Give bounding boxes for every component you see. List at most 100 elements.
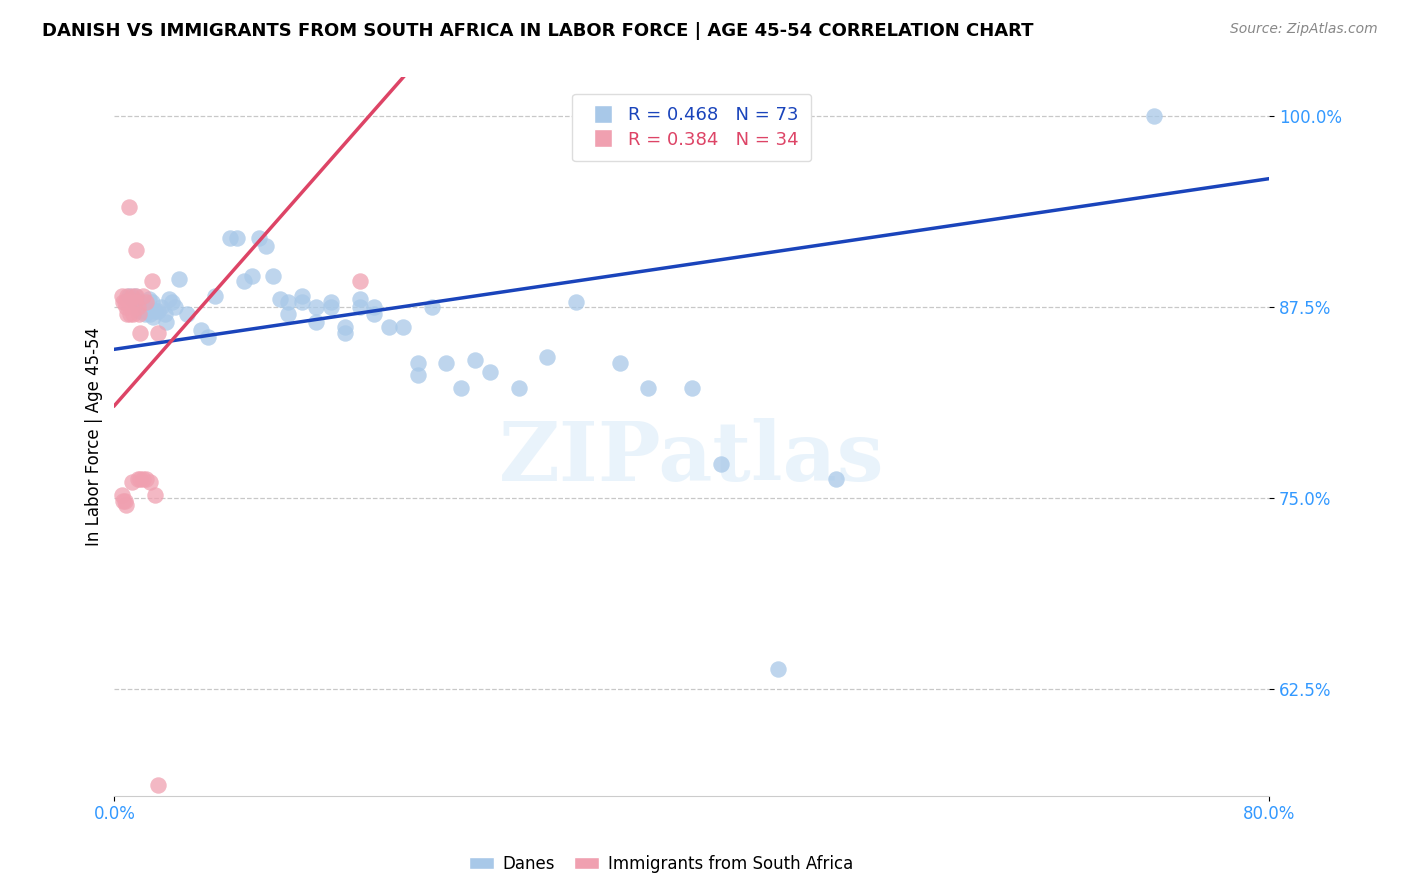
Point [118,200,141,214]
Legend: R = 0.468   N = 73, R = 0.384   N = 34: R = 0.468 N = 73, R = 0.384 N = 34 [572,94,811,161]
Point [305,315,328,329]
Point [291,295,314,310]
Point [128,304,150,318]
Point [132,300,155,314]
Point [434,356,457,370]
Point [127,300,149,314]
Point [115,499,138,513]
Point [233,274,256,288]
Point [349,292,371,306]
Text: Source: ZipAtlas.com: Source: ZipAtlas.com [1230,22,1378,37]
Point [136,304,159,318]
Point [146,778,169,792]
Point [637,381,659,395]
Point [114,493,136,508]
Point [129,472,152,486]
Point [124,295,146,310]
Point [478,365,501,379]
Point [117,307,139,321]
Point [139,475,162,490]
Point [117,289,139,303]
Point [121,289,143,303]
Point [197,330,219,344]
Y-axis label: In Labor Force | Age 45-54: In Labor Force | Age 45-54 [86,327,103,546]
Legend: Danes, Immigrants from South Africa: Danes, Immigrants from South Africa [463,848,859,880]
Point [406,356,429,370]
Point [139,307,162,321]
Point [218,231,240,245]
Point [768,662,790,676]
Point [710,457,733,471]
Point [111,488,134,502]
Point [127,472,149,486]
Point [681,381,703,395]
Point [319,295,342,310]
Point [129,326,152,340]
Point [406,368,429,383]
Point [392,319,415,334]
Point [335,326,357,340]
Point [226,231,249,245]
Point [134,307,156,321]
Point [132,304,155,318]
Point [146,326,169,340]
Point [319,300,342,314]
Point [269,292,291,306]
Point [125,289,148,303]
Point [335,319,357,334]
Point [132,289,155,303]
Point [128,307,150,321]
Point [825,472,848,486]
Point [277,307,299,321]
Point [349,274,371,288]
Point [149,300,172,314]
Point [377,319,399,334]
Point [169,272,191,286]
Point [277,295,299,310]
Point [450,381,472,395]
Point [565,295,588,310]
Point [609,356,631,370]
Point [363,300,385,314]
Point [114,295,136,310]
Point [146,304,169,318]
Point [111,289,134,303]
Point [508,381,530,395]
Point [120,307,142,321]
Point [190,323,212,337]
Point [254,238,277,252]
Point [247,231,270,245]
Point [305,300,328,314]
Point [118,295,141,310]
Point [121,475,143,490]
Point [464,353,486,368]
Point [176,307,198,321]
Point [125,243,148,257]
Point [132,472,155,486]
Point [204,289,226,303]
Point [143,304,166,318]
Point [163,300,186,314]
Point [128,300,150,314]
Point [142,310,165,325]
Point [122,307,145,321]
Point [135,472,157,486]
Point [160,295,183,310]
Point [155,315,177,329]
Text: DANISH VS IMMIGRANTS FROM SOUTH AFRICA IN LABOR FORCE | AGE 45-54 CORRELATION CH: DANISH VS IMMIGRANTS FROM SOUTH AFRICA I… [42,22,1033,40]
Point [143,488,166,502]
Point [129,295,152,310]
Point [135,300,157,314]
Point [124,289,146,303]
Point [127,300,149,314]
Point [536,350,558,364]
Point [262,269,284,284]
Point [153,307,176,321]
Point [131,300,153,314]
Point [240,269,263,284]
Point [1142,109,1164,123]
Point [115,300,138,314]
Point [349,300,371,314]
Point [157,292,180,306]
Point [121,292,143,306]
